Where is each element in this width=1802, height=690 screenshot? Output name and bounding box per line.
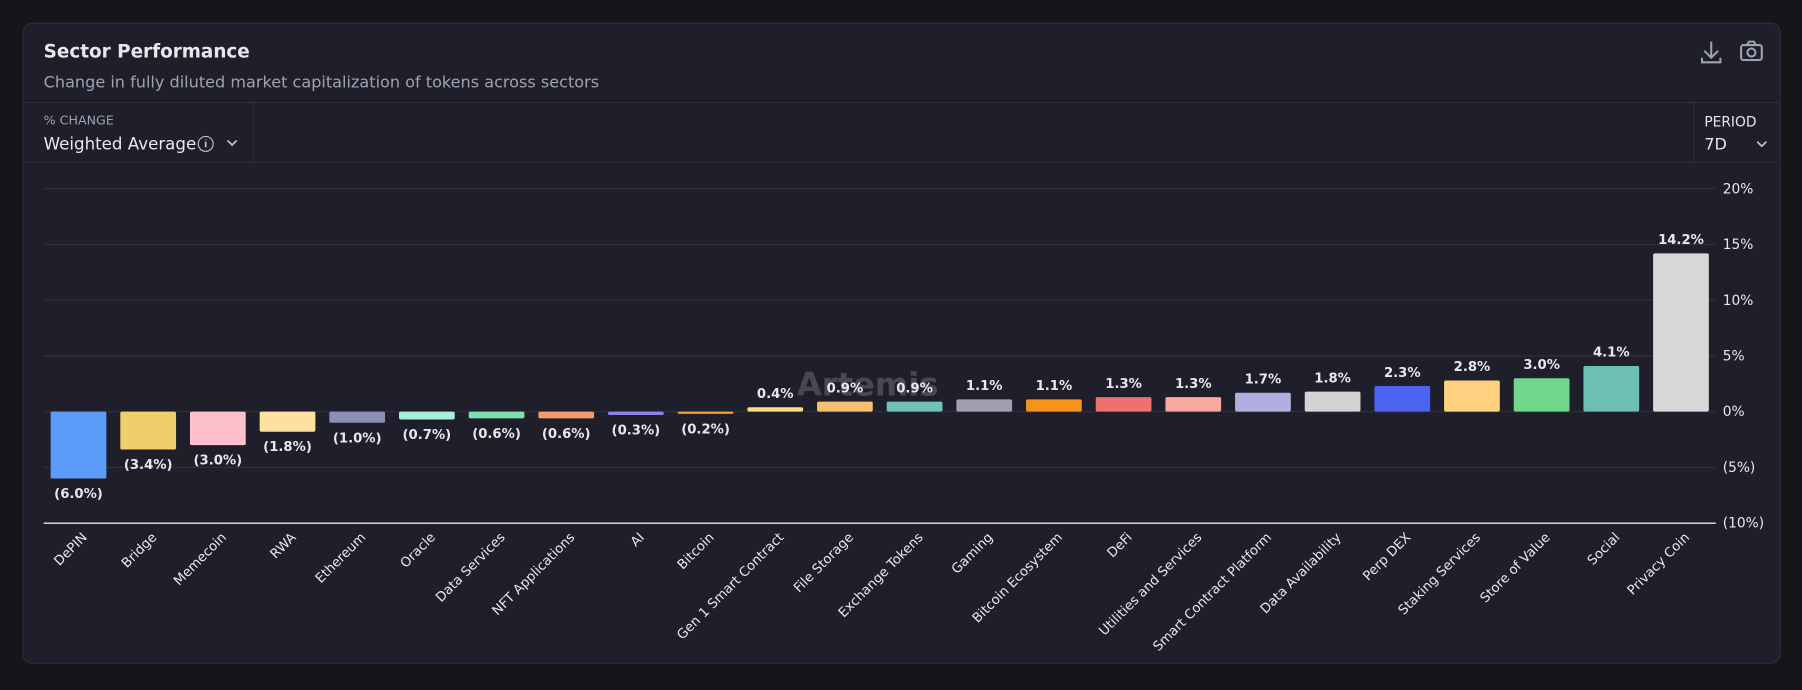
subtitle: Change in fully diluted market capitaliz… — [44, 73, 599, 92]
bar — [468, 411, 525, 419]
y-tick-label: 15% — [1723, 237, 1754, 253]
value-label: 1.1% — [966, 379, 1003, 394]
bar — [1583, 365, 1640, 412]
screenshot-button[interactable] — [1740, 40, 1763, 62]
bar — [1444, 380, 1500, 412]
bar — [1653, 253, 1709, 412]
bar — [398, 411, 455, 420]
value-label: 1.3% — [1175, 377, 1212, 392]
bar — [747, 407, 804, 412]
y-tick-label: (5%) — [1723, 460, 1756, 476]
value-label: 3.0% — [1523, 358, 1560, 373]
bar — [329, 411, 386, 423]
bar — [189, 411, 246, 446]
bar — [1304, 391, 1361, 412]
bar — [608, 411, 664, 415]
value-label: (1.8%) — [263, 440, 312, 455]
chevron — [226, 139, 238, 147]
value-label: 2.8% — [1454, 360, 1491, 375]
bar — [1374, 386, 1431, 412]
period-dropdown[interactable]: 7D — [1704, 135, 1767, 154]
metric-label: % CHANGE — [44, 112, 114, 127]
info-icon — [197, 135, 214, 152]
y-tick-label: 10% — [1723, 293, 1754, 309]
y-tick-label: (10%) — [1723, 516, 1764, 532]
value-label: 4.1% — [1593, 346, 1630, 361]
card — [22, 22, 1781, 664]
value-label: (0.6%) — [472, 427, 521, 442]
bar — [538, 411, 595, 419]
period-value: 7D — [1704, 135, 1727, 154]
value-label: 14.2% — [1658, 233, 1704, 248]
period-label: PERIOD — [1704, 115, 1756, 131]
watermark: Artemis — [797, 366, 939, 404]
bar — [677, 411, 734, 414]
value-label: 1.7% — [1245, 373, 1282, 388]
download-button[interactable] — [1700, 41, 1722, 64]
value-label: (3.0%) — [194, 454, 243, 469]
bar — [886, 401, 943, 412]
bar — [259, 411, 316, 432]
bar — [50, 411, 107, 479]
value-label: (0.3%) — [612, 424, 661, 439]
value-label: (0.6%) — [542, 427, 591, 442]
value-label: (3.4%) — [124, 458, 173, 473]
bar — [1095, 397, 1152, 412]
value-label: 0.9% — [896, 381, 933, 396]
bar — [1513, 378, 1570, 412]
value-label: (0.2%) — [681, 422, 730, 437]
value-label: (0.7%) — [403, 428, 452, 443]
y-tick-label: 20% — [1723, 181, 1754, 197]
bar — [817, 401, 873, 412]
bar — [1235, 392, 1291, 412]
value-label: 1.8% — [1314, 371, 1351, 386]
value-label: (6.0%) — [54, 487, 103, 502]
bar — [120, 411, 177, 450]
bar — [956, 399, 1013, 412]
value-label: 1.3% — [1105, 377, 1142, 392]
value-label: 1.1% — [1036, 379, 1073, 394]
value-label: 0.9% — [827, 381, 864, 396]
value-label: 0.4% — [757, 387, 794, 402]
value-label: (1.0%) — [333, 431, 382, 446]
y-tick-label: 5% — [1723, 349, 1745, 365]
metric-dropdown[interactable]: Weighted Average — [44, 135, 238, 154]
bar — [1165, 397, 1222, 412]
y-tick-label: 0% — [1723, 404, 1745, 420]
chevron — [1756, 140, 1767, 148]
title: Sector Performance — [44, 42, 250, 63]
bar — [1026, 399, 1082, 412]
value-label: 2.3% — [1384, 366, 1421, 381]
metric-value: Weighted Average — [44, 135, 197, 154]
